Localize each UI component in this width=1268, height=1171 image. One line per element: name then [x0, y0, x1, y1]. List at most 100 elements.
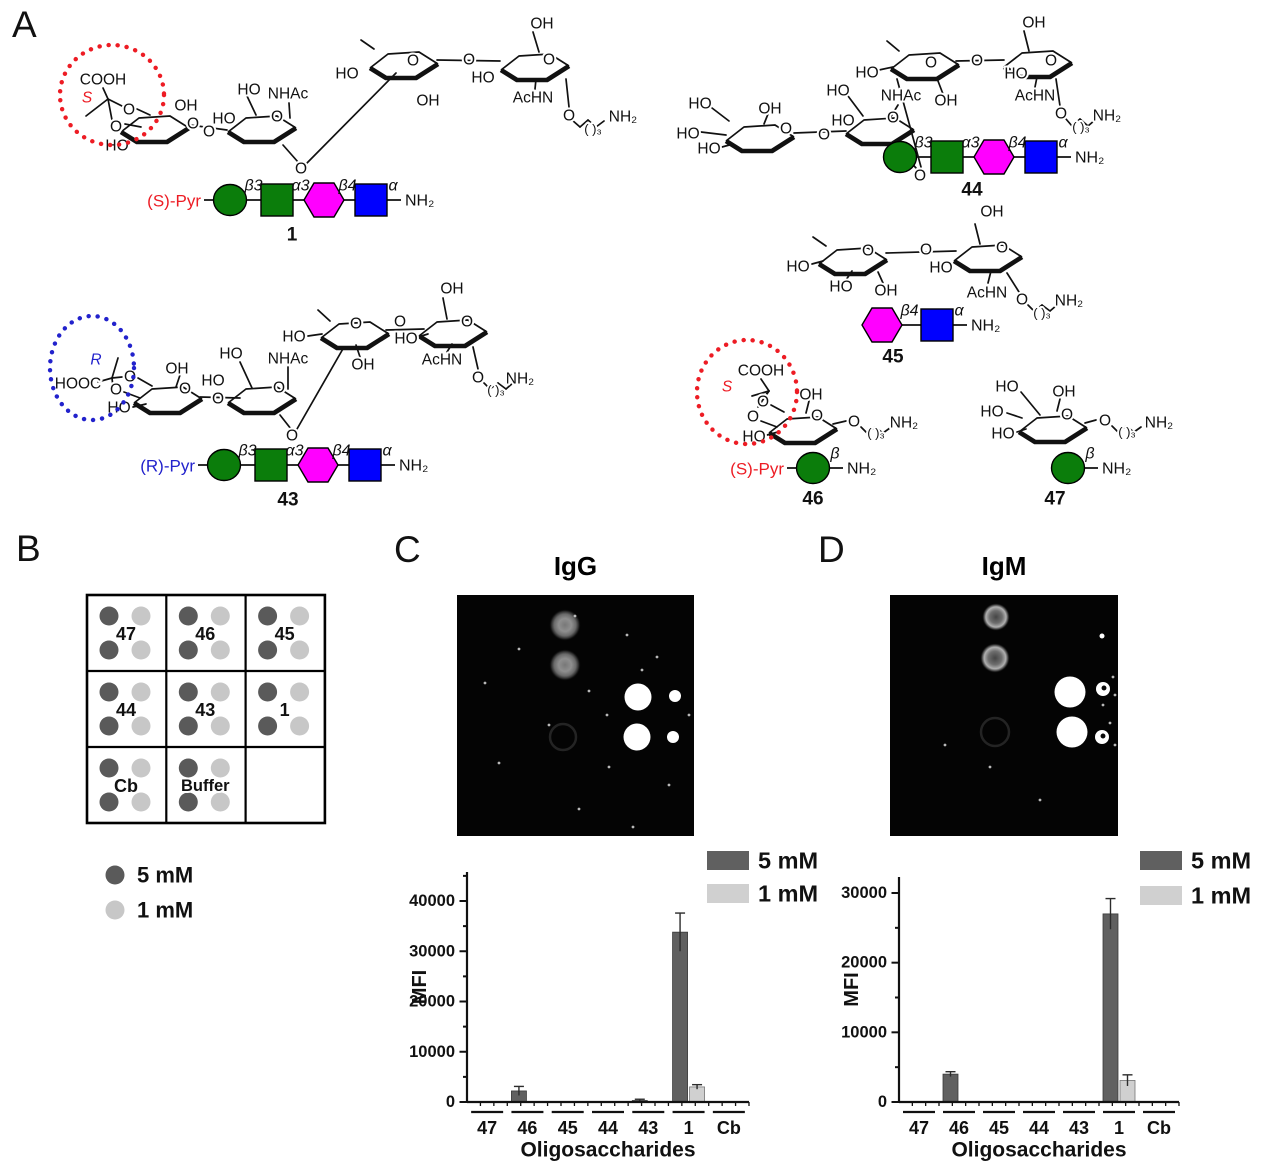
category-label: 44 [598, 1118, 618, 1138]
microarray-spot-bright [624, 683, 652, 711]
bar-1-5mM [1102, 913, 1119, 1103]
atom-label: O [887, 110, 899, 127]
microarray-speck [573, 614, 577, 618]
microarray-speck [587, 689, 591, 693]
array-dot-5mM [178, 682, 198, 702]
amine-terminus-label: NH₂ [1075, 150, 1104, 167]
linkage-label: β4 [899, 303, 918, 320]
array-dot-5mM [258, 716, 278, 736]
category-label: 45 [558, 1118, 578, 1138]
bond [832, 420, 847, 425]
atom-label: O [780, 121, 792, 138]
linkage-label: α [1058, 135, 1068, 152]
microarray-speck [547, 723, 551, 727]
compound-number: 45 [882, 347, 904, 368]
chart-legend-label: 1 mM [758, 881, 818, 907]
x-axis-title: Oligosaccharides [520, 1139, 695, 1162]
category-label: 44 [1029, 1118, 1049, 1138]
array-dot-5mM [178, 640, 198, 660]
atom-label: AcHN [967, 285, 1007, 302]
bond [937, 80, 944, 95]
microarray-speck [1113, 743, 1117, 747]
panel-label-c: C [394, 529, 421, 570]
microarray-image-igm [890, 595, 1118, 836]
microarray-spot-layer [457, 595, 694, 836]
bond [1027, 304, 1035, 312]
bond [877, 271, 884, 284]
bond [306, 72, 397, 164]
array-dot-5mM [178, 606, 198, 626]
bond [1087, 119, 1096, 127]
category-label: 46 [517, 1118, 537, 1138]
atom-label: ( )₃ [1118, 425, 1136, 440]
amine-terminus-label: NH₂ [405, 193, 434, 210]
bond [239, 361, 253, 389]
bond [587, 119, 597, 128]
atom-label: HO [394, 331, 417, 348]
array-dot-5mM [99, 640, 119, 660]
bar-chart-igg: 0 10000 20000 30000 40000 47 46 45 44 43 1 Cb Oligos… [409, 848, 818, 1162]
compound-number: 1 [287, 225, 298, 246]
bar-chart-igm: 0 10000 20000 30000 47 46 45 44 43 1 Cb Oligosaccha… [841, 848, 1251, 1162]
bond [1033, 304, 1043, 312]
microarray-speck [943, 743, 947, 747]
bond [1006, 412, 1023, 419]
array-cell-label: 43 [195, 700, 215, 720]
legend-label: 5 mM [137, 863, 193, 888]
compound-number: 47 [1044, 489, 1065, 510]
atom-label: HO [335, 66, 358, 83]
bond [885, 250, 957, 254]
glycan-circle-green [206, 448, 242, 482]
atom-label: O [124, 369, 136, 386]
atom-label: NHAc [268, 351, 309, 368]
bond [175, 374, 181, 388]
atom-label: OH [416, 93, 439, 110]
atom-label: O [747, 409, 759, 426]
bond [189, 124, 228, 131]
array-cell-label: 47 [116, 624, 136, 644]
bond [489, 382, 499, 390]
sugar-ring-bold-edge [368, 62, 440, 81]
microarray-title-igm: IgM [981, 551, 1027, 581]
array-layout-grid: 47 46 45 44 43 1 Cb Buffer 5 mM 1 mM [85, 593, 327, 923]
microarray-speck [1108, 721, 1112, 725]
y-tick-label: 10000 [841, 1023, 887, 1041]
category-label: 1 [1114, 1118, 1124, 1138]
category-label: Cb [717, 1118, 741, 1138]
atom-label: O [1061, 407, 1073, 424]
bond [102, 87, 109, 100]
atom-label: O [212, 391, 224, 408]
sugar-ring [768, 416, 838, 434]
array-dot-5mM [99, 792, 119, 812]
microarray-spot-bright [1054, 676, 1086, 708]
linkage-label: β4 [337, 178, 356, 195]
microarray-spot-faint [549, 649, 581, 681]
microarray-spot-blob-center [1100, 733, 1106, 739]
chart-legend-swatch [1140, 886, 1182, 905]
glycan-square-blue [348, 448, 382, 482]
atom-label: O [971, 53, 983, 70]
bond [1125, 425, 1135, 433]
bond [85, 98, 109, 117]
atom-label: OH [530, 16, 553, 33]
bar-46-5mM [942, 1073, 959, 1103]
sugar-ring [320, 321, 390, 339]
sugar-ring-bold-edge [952, 255, 1024, 274]
compound-number: 44 [961, 180, 983, 201]
glycan-chain-1: (S)-Pyr β3 α3 β4 α NH₂ 1 [147, 178, 434, 246]
atom-label: HO [105, 138, 128, 155]
bond [565, 78, 570, 108]
array-dot-1mM [131, 716, 151, 736]
atom-label: OH [934, 93, 957, 110]
atom-label: ( )₃ [1072, 120, 1090, 135]
bond [805, 400, 810, 414]
y-tick-label: 40000 [409, 892, 455, 910]
bond [1084, 419, 1097, 424]
microarray-spot-blob-center [1101, 685, 1107, 691]
microarray-speck [655, 655, 659, 659]
sugar-ring-bold-edge [724, 135, 796, 154]
structure-47: HO OH HO HO O O ( )₃ NH₂ β NH₂ 47 [978, 377, 1175, 510]
compound-number: 46 [802, 489, 823, 510]
bond [111, 377, 114, 388]
y-tick-label: 30000 [841, 884, 887, 902]
